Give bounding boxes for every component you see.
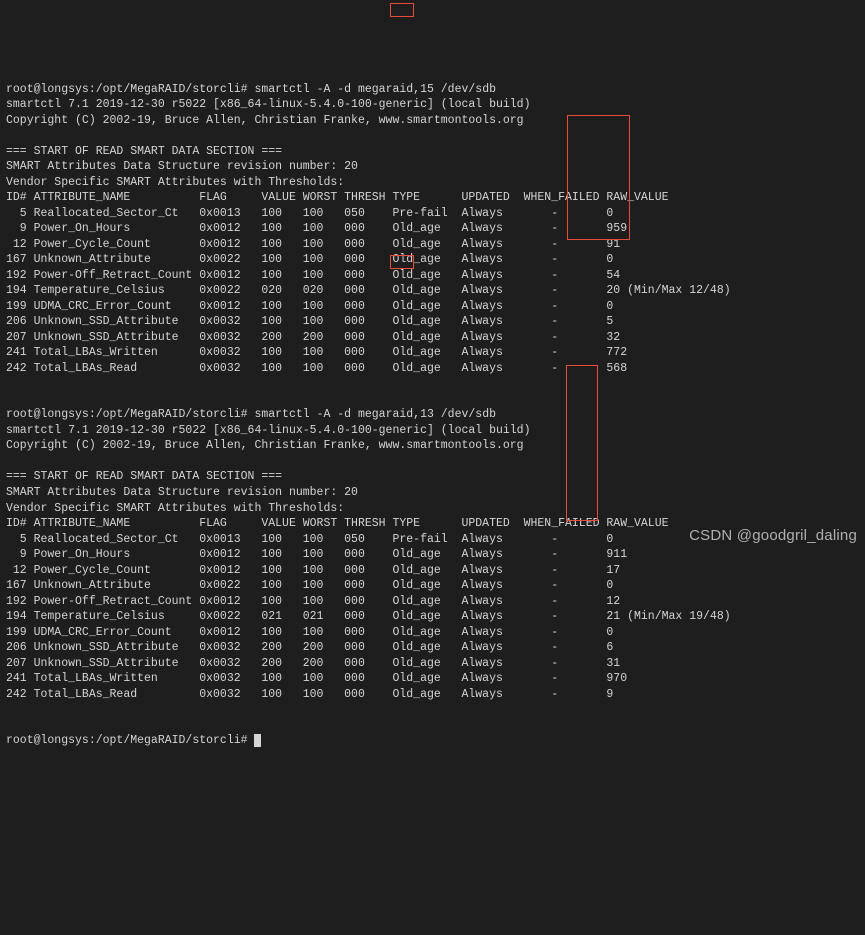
table-row: 5 Reallocated_Sector_Ct 0x0013 100 100 0… [6,206,859,222]
cursor-icon [254,734,261,747]
table-row: 241 Total_LBAs_Written 0x0032 100 100 00… [6,345,859,361]
table-row: 199 UDMA_CRC_Error_Count 0x0012 100 100 … [6,625,859,641]
table-row: 167 Unknown_Attribute 0x0022 100 100 000… [6,578,859,594]
table-row: 194 Temperature_Celsius 0x0022 020 020 0… [6,283,859,299]
section-header: === START OF READ SMART DATA SECTION === [6,145,282,158]
prompt-line-3[interactable]: root@longsys:/opt/MegaRAID/storcli# [6,734,261,747]
vendor-line: Vendor Specific SMART Attributes with Th… [6,502,344,515]
copyright-line: Copyright (C) 2002-19, Bruce Allen, Chri… [6,114,524,127]
prompt-line-1[interactable]: root@longsys:/opt/MegaRAID/storcli# smar… [6,83,496,96]
command-1: smartctl -A -d megaraid,15 /dev/sdb [254,83,496,96]
table-row: 206 Unknown_SSD_Attribute 0x0032 100 100… [6,314,859,330]
table-row: 192 Power-Off_Retract_Count 0x0012 100 1… [6,268,859,284]
blank [6,719,13,732]
revision-line: SMART Attributes Data Structure revision… [6,486,358,499]
version-line: smartctl 7.1 2019-12-30 r5022 [x86_64-li… [6,424,531,437]
table-row: 242 Total_LBAs_Read 0x0032 100 100 000 O… [6,361,859,377]
command-2: smartctl -A -d megaraid,13 /dev/sdb [254,408,496,421]
table-row: 199 UDMA_CRC_Error_Count 0x0012 100 100 … [6,299,859,315]
version-line: smartctl 7.1 2019-12-30 r5022 [x86_64-li… [6,98,531,111]
table-row: 12 Power_Cycle_Count 0x0012 100 100 000 … [6,563,859,579]
highlight-box-1 [390,3,414,17]
table-row: 9 Power_On_Hours 0x0012 100 100 000 Old_… [6,221,859,237]
table-row: 9 Power_On_Hours 0x0012 100 100 000 Old_… [6,547,859,563]
table-row: 206 Unknown_SSD_Attribute 0x0032 200 200… [6,640,859,656]
table-row: 12 Power_Cycle_Count 0x0012 100 100 000 … [6,237,859,253]
terminal-output: root@longsys:/opt/MegaRAID/storcli# smar… [6,66,859,749]
revision-line: SMART Attributes Data Structure revision… [6,160,358,173]
table-row: 242 Total_LBAs_Read 0x0032 100 100 000 O… [6,687,859,703]
table-header-2: ID# ATTRIBUTE_NAME FLAG VALUE WORST THRE… [6,517,669,530]
table-row: 207 Unknown_SSD_Attribute 0x0032 200 200… [6,330,859,346]
table-header-1: ID# ATTRIBUTE_NAME FLAG VALUE WORST THRE… [6,191,669,204]
prompt: root@longsys:/opt/MegaRAID/storcli# [6,83,254,96]
blank [6,455,13,468]
prompt: root@longsys:/opt/MegaRAID/storcli# [6,408,254,421]
blank [6,393,13,406]
blank [6,129,13,142]
prompt-line-2[interactable]: root@longsys:/opt/MegaRAID/storcli# smar… [6,408,496,421]
table-row: 207 Unknown_SSD_Attribute 0x0032 200 200… [6,656,859,672]
vendor-line: Vendor Specific SMART Attributes with Th… [6,176,344,189]
table-row: 192 Power-Off_Retract_Count 0x0012 100 1… [6,594,859,610]
watermark-text: CSDN @goodgril_daling [689,526,857,546]
copyright-line: Copyright (C) 2002-19, Bruce Allen, Chri… [6,439,524,452]
prompt: root@longsys:/opt/MegaRAID/storcli# [6,734,254,747]
section-header: === START OF READ SMART DATA SECTION === [6,470,282,483]
attributes-table-2: 5 Reallocated_Sector_Ct 0x0013 100 100 0… [6,532,859,703]
attributes-table-1: 5 Reallocated_Sector_Ct 0x0013 100 100 0… [6,206,859,377]
table-row: 167 Unknown_Attribute 0x0022 100 100 000… [6,252,859,268]
table-row: 241 Total_LBAs_Written 0x0032 100 100 00… [6,671,859,687]
table-row: 194 Temperature_Celsius 0x0022 021 021 0… [6,609,859,625]
